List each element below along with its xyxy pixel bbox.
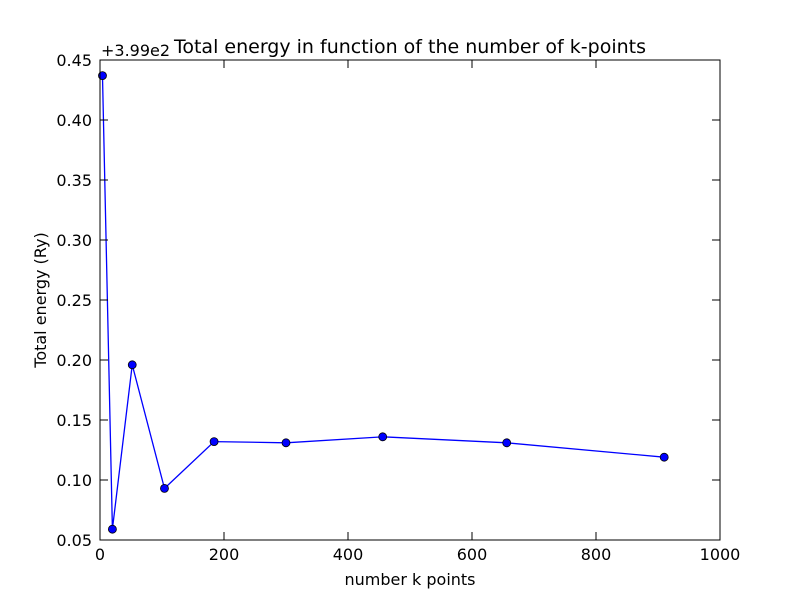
- data-point: [209, 437, 219, 447]
- y-tick-label: 0.10: [56, 471, 92, 490]
- y-tick-label: 0.05: [56, 531, 92, 550]
- data-point: [281, 438, 291, 448]
- y-axis-label: Total energy (Ry): [31, 232, 50, 368]
- x-tick-label: 400: [333, 545, 364, 564]
- y-tick-label: 0.15: [56, 411, 92, 430]
- x-axis-label: number k points: [344, 570, 475, 589]
- x-tick-label: 0: [95, 545, 105, 564]
- plot-area: [100, 60, 720, 540]
- x-tick-label: 600: [457, 545, 488, 564]
- y-tick-label: 0.25: [56, 291, 92, 310]
- data-point: [659, 452, 669, 462]
- x-tick-label: 200: [209, 545, 240, 564]
- data-point: [127, 360, 137, 370]
- y-tick-label: 0.30: [56, 231, 92, 250]
- chart-title: Total energy in function of the number o…: [173, 36, 646, 58]
- y-tick-label: 0.45: [56, 51, 92, 70]
- x-tick-label: 1000: [700, 545, 741, 564]
- ticks-layer: 0 200 400 600 800 1000 0.05 0.10 0.15 0.20 0.25 0.3…: [56, 51, 740, 564]
- y-tick-label: 0.40: [56, 111, 92, 130]
- data-point: [502, 438, 512, 448]
- x-tick-label: 800: [581, 545, 612, 564]
- data-point: [108, 524, 117, 534]
- data-point: [378, 432, 388, 442]
- y-offset-label: +3.99e2: [101, 41, 170, 60]
- y-tick-label: 0.20: [56, 351, 92, 370]
- y-tick-label: 0.35: [56, 171, 92, 190]
- data-point: [160, 483, 169, 493]
